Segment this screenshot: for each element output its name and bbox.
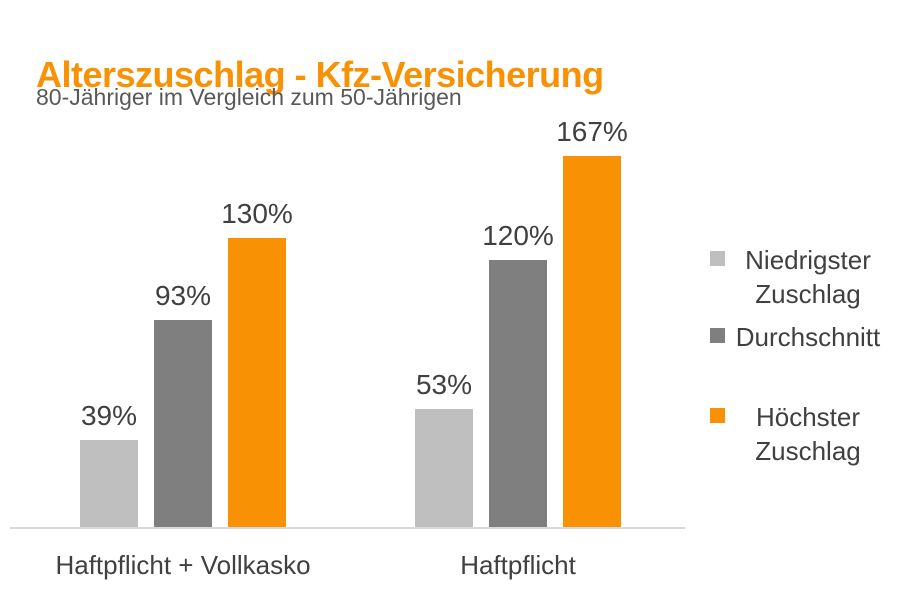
legend-swatch bbox=[710, 251, 725, 266]
chart-bar bbox=[80, 440, 138, 527]
bar-value-label: 39% bbox=[80, 400, 138, 432]
legend-swatch bbox=[710, 328, 725, 343]
legend-swatch bbox=[710, 408, 725, 423]
legend-label: Höchster Zuschlag bbox=[755, 402, 861, 466]
legend-label: Niedrigster Zuschlag bbox=[745, 245, 871, 309]
x-axis-line bbox=[10, 527, 685, 529]
bar-value-label: 93% bbox=[154, 280, 212, 312]
category-label: Haftpflicht + Vollkasko bbox=[55, 550, 311, 580]
chart-bar bbox=[228, 238, 286, 527]
chart-bar bbox=[415, 409, 473, 527]
bar-value-label: 53% bbox=[415, 369, 473, 401]
category-label: Haftpflicht bbox=[460, 550, 576, 580]
chart-title: Alterszuschlag - Kfz-Versicherung bbox=[36, 54, 604, 96]
bar-value-label: 130% bbox=[221, 198, 293, 230]
chart-subtitle: 80-Jähriger im Vergleich zum 50-Jährigen bbox=[36, 84, 462, 110]
bar-value-label: 120% bbox=[482, 220, 554, 252]
chart-bar bbox=[563, 156, 621, 527]
chart-bar bbox=[154, 320, 212, 527]
bar-value-label: 167% bbox=[556, 116, 628, 147]
legend-label: Durchschnitt bbox=[735, 322, 881, 352]
chart-bar bbox=[489, 260, 547, 527]
